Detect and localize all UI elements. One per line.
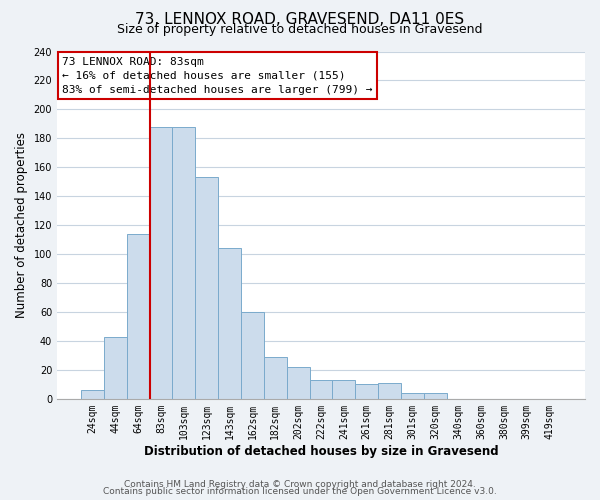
Bar	[310, 380, 332, 399]
Bar	[241, 312, 264, 399]
Bar	[264, 357, 287, 399]
Y-axis label: Number of detached properties: Number of detached properties	[15, 132, 28, 318]
Bar	[218, 248, 241, 399]
Bar	[104, 336, 127, 399]
Bar	[149, 127, 172, 399]
Text: 73 LENNOX ROAD: 83sqm
← 16% of detached houses are smaller (155)
83% of semi-det: 73 LENNOX ROAD: 83sqm ← 16% of detached …	[62, 56, 373, 94]
Bar	[196, 178, 218, 399]
Text: Contains public sector information licensed under the Open Government Licence v3: Contains public sector information licen…	[103, 487, 497, 496]
Text: 73, LENNOX ROAD, GRAVESEND, DA11 0ES: 73, LENNOX ROAD, GRAVESEND, DA11 0ES	[136, 12, 464, 28]
Bar	[332, 380, 355, 399]
Bar	[424, 393, 447, 399]
Bar	[378, 383, 401, 399]
Text: Size of property relative to detached houses in Gravesend: Size of property relative to detached ho…	[117, 22, 483, 36]
Bar	[81, 390, 104, 399]
Bar	[127, 234, 149, 399]
Bar	[355, 384, 378, 399]
Bar	[287, 367, 310, 399]
Bar	[172, 127, 196, 399]
Bar	[401, 393, 424, 399]
Text: Contains HM Land Registry data © Crown copyright and database right 2024.: Contains HM Land Registry data © Crown c…	[124, 480, 476, 489]
X-axis label: Distribution of detached houses by size in Gravesend: Distribution of detached houses by size …	[144, 444, 499, 458]
